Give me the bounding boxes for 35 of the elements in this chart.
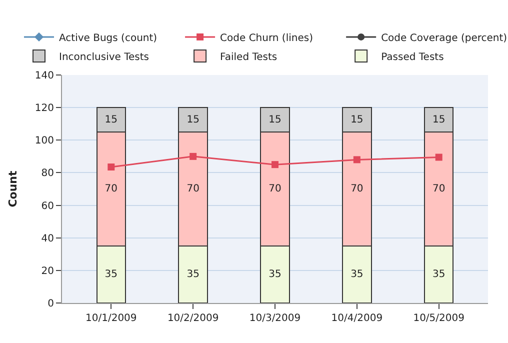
data-label: 35	[268, 269, 282, 280]
x-tick-label: 10/1/2009	[86, 313, 137, 324]
data-label: 15	[186, 114, 200, 126]
data-label: 70	[432, 184, 446, 194]
y-tick-label: 100	[34, 136, 54, 147]
y-tick-label: 40	[41, 233, 54, 244]
y-tick-label: 60	[41, 200, 54, 212]
data-label: 15	[104, 114, 118, 126]
legend-label: Code Churn (lines)	[220, 32, 314, 44]
legend-label: Inconclusive Tests	[59, 52, 149, 63]
x-tick-label: 10/3/2009	[249, 313, 301, 324]
data-label: 35	[104, 269, 118, 280]
x-tick-label: 10/5/2009	[413, 313, 464, 324]
y-tick-label: 0	[48, 298, 54, 310]
data-label: 35	[432, 269, 446, 280]
data-label: 35	[186, 269, 200, 280]
data-label: 15	[350, 114, 364, 126]
y-tick-label: 80	[41, 168, 54, 180]
x-tick-label: 10/2/2009	[167, 313, 219, 324]
legend-label: Code Coverage (percent)	[381, 32, 508, 44]
y-tick-label: 120	[34, 103, 54, 114]
legend-label: Active Bugs (count)	[59, 32, 158, 44]
data-label: 70	[268, 184, 282, 194]
data-label: 70	[350, 184, 364, 194]
y-axis-title: Count	[6, 170, 20, 208]
data-label: 70	[104, 184, 118, 194]
data-label: 70	[186, 184, 200, 194]
data-label: 35	[350, 269, 364, 280]
data-label: 15	[432, 114, 446, 126]
data-label: 15	[268, 114, 282, 126]
x-tick-label: 10/4/2009	[331, 313, 383, 324]
y-tick-label: 140	[34, 70, 54, 82]
legend-label: Passed Tests	[381, 52, 444, 63]
y-tick-label: 20	[41, 266, 54, 277]
legend-label: Failed Tests	[220, 52, 278, 63]
